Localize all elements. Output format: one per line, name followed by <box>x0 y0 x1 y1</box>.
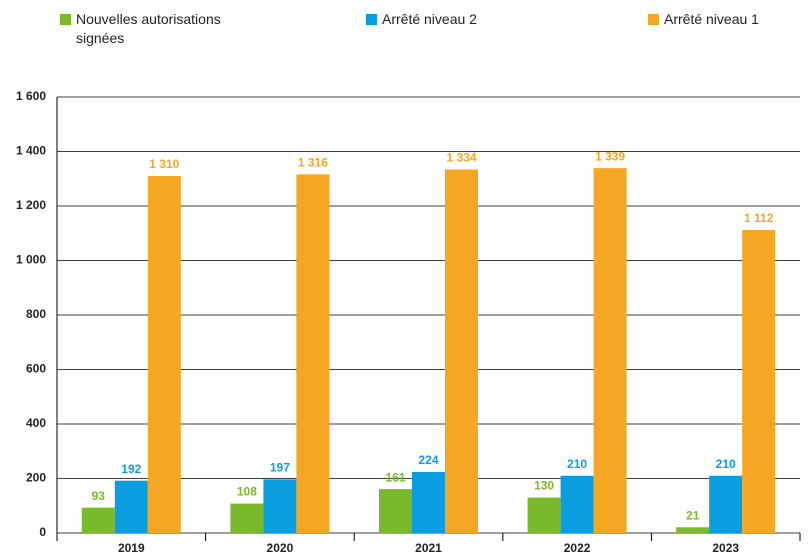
value-label: 1 316 <box>298 156 328 170</box>
bar <box>445 169 478 534</box>
y-tick-label: 1 600 <box>16 89 46 103</box>
bar <box>81 507 115 533</box>
value-label: 1 112 <box>744 211 774 225</box>
value-label: 1 310 <box>149 157 179 171</box>
x-tick-label: 2020 <box>267 541 294 555</box>
x-tick-label: 2023 <box>712 541 739 555</box>
x-tick-label: 2021 <box>415 541 442 555</box>
legend-swatch <box>366 14 377 25</box>
bar <box>263 479 297 533</box>
y-tick-label: 600 <box>26 362 46 376</box>
value-label: 1 339 <box>595 149 625 163</box>
y-tick-label: 400 <box>26 416 46 430</box>
bar <box>676 527 710 533</box>
value-label: 1 334 <box>446 151 476 165</box>
y-tick-label: 1 000 <box>16 253 46 267</box>
bar <box>379 489 412 533</box>
bar <box>114 480 148 533</box>
legend-swatch <box>648 14 659 25</box>
legend-label: Nouvelles autorisations signées <box>76 11 221 46</box>
value-label: 192 <box>121 462 141 476</box>
value-label: 21 <box>686 508 700 522</box>
y-tick-label: 1 200 <box>16 198 46 212</box>
bar <box>147 176 181 533</box>
legend-item: Arrêté niveau 1 <box>648 10 798 29</box>
bar <box>412 471 445 533</box>
value-label: 108 <box>237 485 257 499</box>
legend-label: Arrêté niveau 2 <box>382 11 477 27</box>
legend-label: Arrêté niveau 1 <box>664 11 759 27</box>
value-label: 224 <box>418 453 438 467</box>
legend-swatch <box>60 14 71 25</box>
legend-item: Nouvelles autorisations signées <box>60 10 230 48</box>
value-label: 197 <box>270 460 290 474</box>
bar <box>709 475 743 533</box>
bar <box>230 503 264 533</box>
bar <box>593 168 627 533</box>
bar <box>527 497 561 533</box>
bar <box>742 229 776 534</box>
legend-item: Arrêté niveau 2 <box>366 10 566 29</box>
bar <box>560 475 594 533</box>
y-tick-label: 1 400 <box>16 144 46 158</box>
y-tick-label: 800 <box>26 307 46 321</box>
y-tick-label: 200 <box>26 471 46 485</box>
y-tick-label: 0 <box>39 525 46 539</box>
value-label: 93 <box>92 489 106 503</box>
value-label: 130 <box>534 479 554 493</box>
value-label: 210 <box>716 457 736 471</box>
value-label: 161 <box>385 470 405 484</box>
value-label: 210 <box>567 457 587 471</box>
x-tick-label: 2019 <box>118 541 145 555</box>
bar <box>296 174 330 533</box>
x-tick-label: 2022 <box>564 541 591 555</box>
